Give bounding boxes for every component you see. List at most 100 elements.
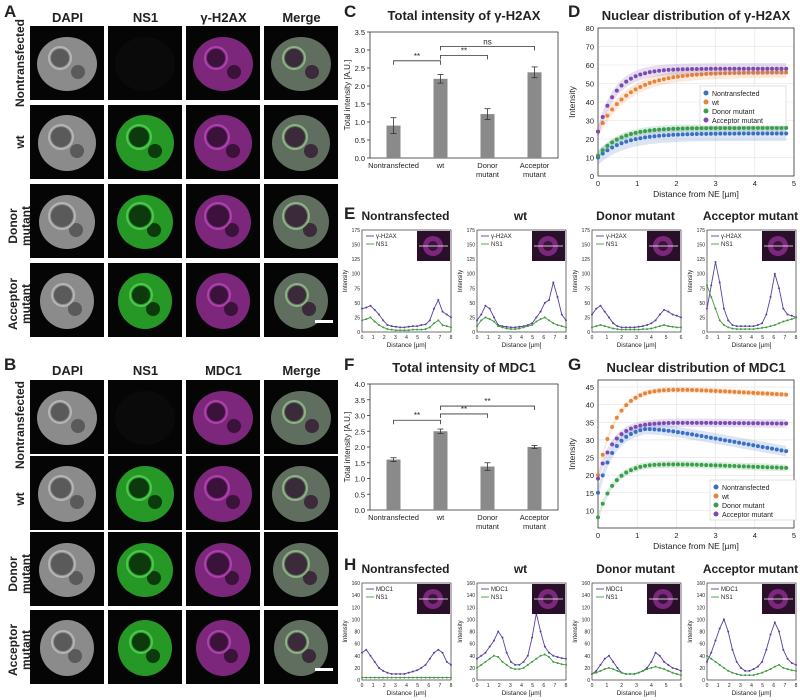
- ns1-profile-point: [607, 666, 610, 669]
- y-tick-label: 1.5: [355, 100, 365, 109]
- y-tick-label: 160: [697, 581, 706, 587]
- marker-profile-point: [671, 313, 674, 316]
- data-point: [628, 426, 633, 431]
- data-point: [760, 391, 765, 396]
- marker-profile-line: [361, 649, 452, 675]
- data-point: [718, 71, 723, 76]
- significance-bracket: [393, 419, 441, 425]
- ns1-profile-point: [735, 672, 738, 675]
- data-point: [723, 131, 728, 136]
- marker-profile-point: [680, 316, 682, 319]
- marker-profile-point: [765, 313, 768, 316]
- nucleolus-shape: [69, 571, 83, 585]
- ns1-profile-point: [675, 672, 678, 675]
- marker-profile-point: [437, 298, 440, 301]
- ns1-profile-point: [637, 671, 640, 674]
- data-point: [619, 83, 624, 88]
- marker-profile-point: [509, 326, 512, 329]
- x-tick-label: wt: [436, 161, 445, 170]
- ns1-profile-point: [591, 326, 593, 329]
- nucleolus-rim: [285, 630, 309, 654]
- data-point: [661, 133, 666, 138]
- col-header-gh2ax: γ-H2AX: [200, 10, 247, 25]
- x-tick-label: 3: [635, 683, 638, 689]
- ns1-profile-point: [445, 676, 448, 679]
- data-point: [661, 462, 666, 467]
- ns1-profile-point: [658, 325, 661, 328]
- marker-profile-point: [744, 325, 747, 328]
- data-point: [765, 125, 770, 130]
- micrograph-a-nontransfected-mag: [186, 26, 260, 100]
- y-tick-label: 125: [697, 257, 706, 263]
- data-point: [643, 129, 648, 134]
- data-point: [694, 131, 699, 136]
- data-point: [770, 391, 775, 396]
- data-point: [690, 67, 695, 72]
- x-tick-label: 7: [553, 683, 556, 689]
- y-tick-label: 35: [586, 418, 594, 427]
- y-tick-label: 60: [469, 642, 475, 648]
- data-point: [708, 435, 713, 440]
- significance-label: **: [461, 405, 467, 414]
- data-point: [647, 463, 652, 468]
- y-tick-label: 100: [697, 617, 706, 623]
- data-point: [614, 415, 619, 420]
- marker-profile-point: [492, 316, 495, 319]
- data-point: [760, 444, 765, 449]
- ns1-profile-point: [731, 327, 734, 330]
- significance-bracket: [440, 413, 488, 418]
- ns1-profile-line: [706, 285, 797, 330]
- marker-profile-point: [505, 325, 508, 328]
- data-point: [760, 66, 765, 71]
- data-point: [737, 390, 742, 395]
- x-tick-label: Acceptor: [520, 161, 550, 170]
- ns1-profile-point: [620, 671, 623, 674]
- y-tick-label: 3.5: [355, 396, 365, 405]
- data-point: [661, 68, 666, 73]
- marker-profile-point: [403, 326, 406, 329]
- x-tick-label: 5: [665, 335, 668, 341]
- marker-profile-point: [543, 301, 546, 304]
- data-point: [737, 440, 742, 445]
- nucleus-shape: [115, 391, 175, 445]
- data-point: [732, 125, 737, 130]
- y-tick-label: 100: [467, 617, 476, 623]
- data-point: [779, 66, 784, 71]
- nucleus-shape: [271, 37, 331, 91]
- ns1-profile-point: [497, 325, 500, 328]
- ns1-profile-point: [501, 660, 504, 663]
- data-point: [770, 66, 775, 71]
- nucleolus-shape: [148, 144, 162, 158]
- y-tick-label: 125: [352, 257, 361, 263]
- y-tick-label: 2.5: [355, 427, 365, 436]
- legend-label: NS1: [376, 595, 388, 601]
- marker-profile-line: [476, 613, 567, 666]
- panel-letter-a: A: [4, 2, 17, 21]
- y-tick-label: 1.5: [355, 459, 365, 468]
- data-point: [737, 125, 742, 130]
- data-point: [605, 460, 610, 465]
- data-point: [704, 126, 709, 131]
- marker-profile-point: [373, 660, 376, 663]
- y-tick-label: 40: [699, 654, 705, 660]
- ns1-profile-point: [424, 328, 427, 331]
- micrograph-b-donor-dapi: [30, 532, 104, 606]
- marker-profile-line: [706, 618, 797, 672]
- nucleolus-shape: [285, 49, 303, 67]
- marker-profile-point: [599, 304, 602, 307]
- data-point: [661, 428, 666, 433]
- nucleolus-shape: [207, 205, 229, 227]
- data-point: [741, 390, 746, 395]
- data-point: [760, 421, 765, 426]
- ns1-profile-point: [616, 328, 619, 331]
- marker-profile-point: [437, 648, 440, 651]
- data-point: [741, 125, 746, 130]
- y-tick-label: 100: [582, 272, 591, 278]
- x-tick-label: 0: [596, 531, 600, 540]
- y-tick-label: 20: [354, 666, 360, 672]
- plot-frame: [597, 379, 795, 529]
- data-point: [779, 392, 784, 397]
- micrograph-b-nontransfected-dapi: [30, 380, 104, 454]
- ns1-profile-point: [411, 676, 414, 679]
- marker-profile-point: [706, 660, 708, 663]
